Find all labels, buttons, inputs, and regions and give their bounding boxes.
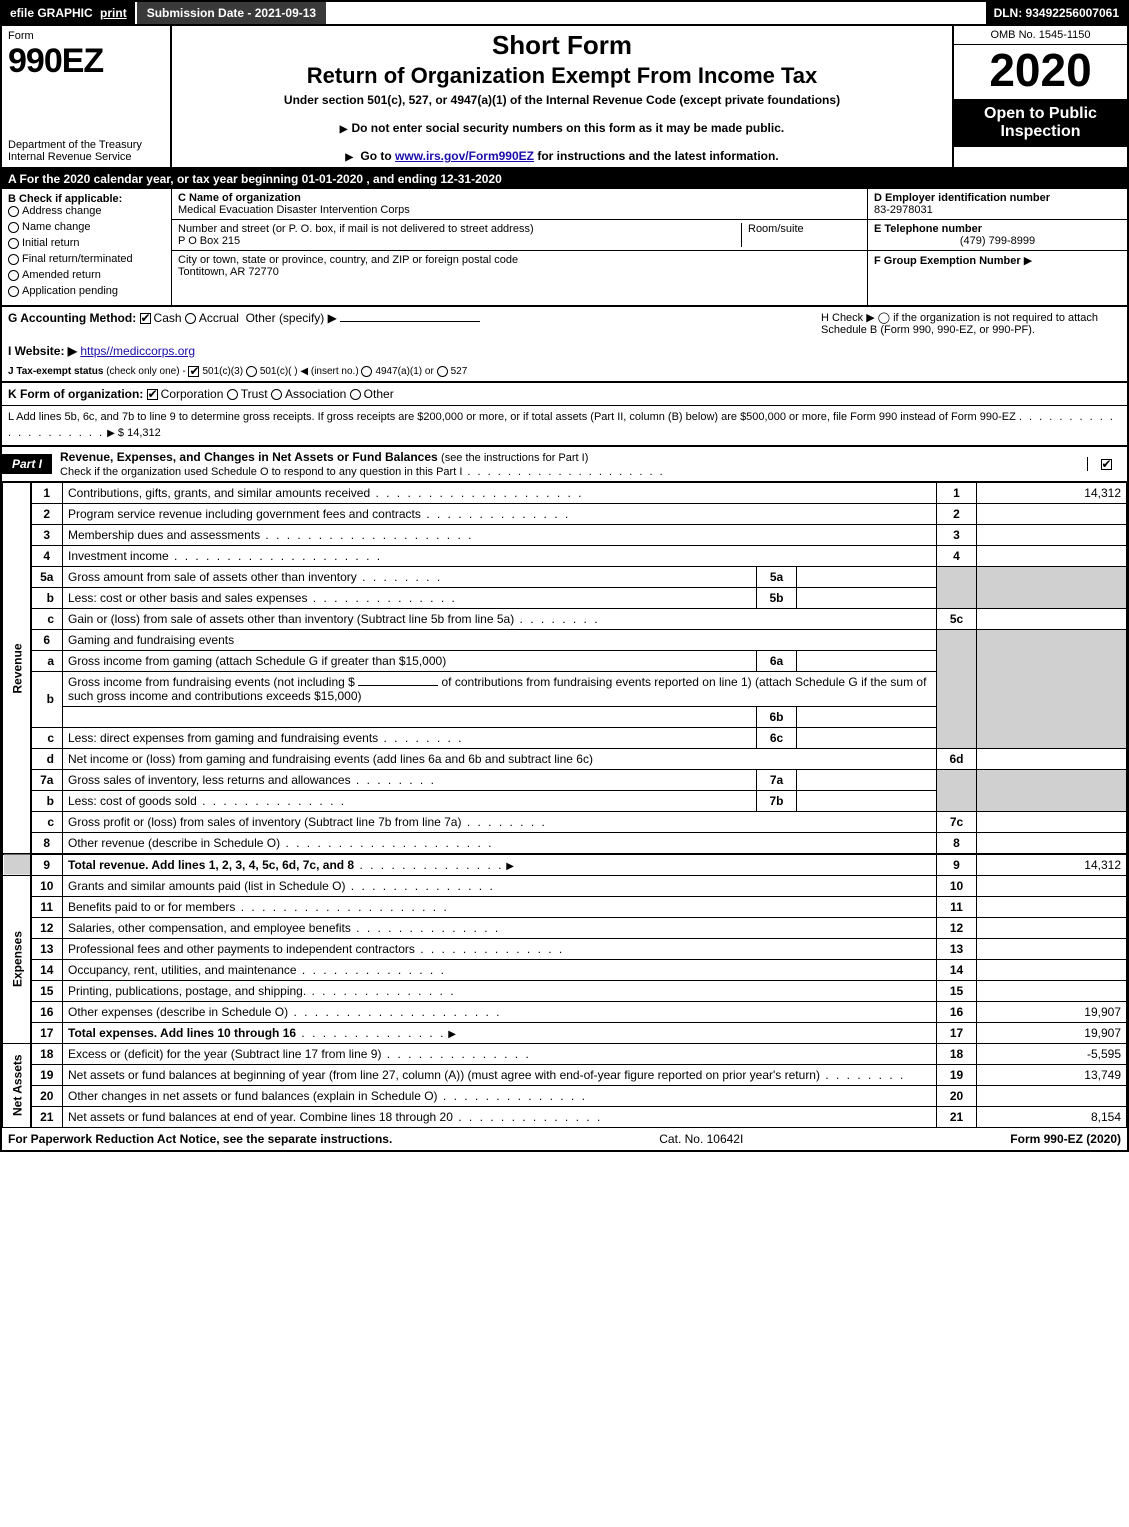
- I-label: I Website: ▶: [8, 344, 77, 358]
- line-19-amt: 13,749: [977, 1064, 1127, 1085]
- form-page: efile GRAPHIC print Submission Date - 20…: [0, 0, 1129, 1152]
- form-id-footer: Form 990-EZ (2020): [1010, 1132, 1121, 1146]
- total-revenue: 14,312: [977, 854, 1127, 876]
- chk-assoc[interactable]: [271, 389, 282, 400]
- identification-block: D Employer identification number 83-2978…: [867, 189, 1127, 305]
- header-left: Form 990EZ Department of the Treasury In…: [2, 26, 172, 167]
- omb-number: OMB No. 1545-1150: [954, 26, 1127, 45]
- open-to-public: Open to Public Inspection: [954, 99, 1127, 147]
- contrib-blank[interactable]: [358, 685, 438, 686]
- L-line: L Add lines 5b, 6c, and 7b to line 9 to …: [2, 406, 1127, 447]
- H-block: H Check ▶ ◯ if the organization is not r…: [821, 311, 1121, 336]
- chk-address-change[interactable]: Address change: [8, 205, 165, 217]
- ghij-block: G Accounting Method: Cash Accrual Other …: [2, 307, 1127, 383]
- submission-date: Submission Date - 2021-09-13: [135, 2, 326, 24]
- chk-4947[interactable]: [361, 366, 372, 377]
- E-label: E Telephone number: [874, 223, 982, 235]
- city-label: City or town, state or province, country…: [178, 254, 518, 266]
- gross-receipts: $ 14,312: [118, 427, 161, 439]
- chk-corp[interactable]: [147, 389, 158, 400]
- G-label: G Accounting Method:: [8, 311, 136, 325]
- header-center: Short Form Return of Organization Exempt…: [172, 26, 952, 167]
- revenue-label: Revenue: [3, 482, 31, 854]
- form-word: Form: [8, 30, 164, 42]
- paperwork-notice: For Paperwork Reduction Act Notice, see …: [8, 1132, 392, 1146]
- line-18-amt: -5,595: [977, 1043, 1127, 1064]
- chk-501c[interactable]: [246, 366, 257, 377]
- part1-checkbox[interactable]: [1087, 457, 1127, 471]
- K-line: K Form of organization: Corporation Trus…: [2, 383, 1127, 406]
- chk-amended[interactable]: Amended return: [8, 269, 165, 281]
- print-link[interactable]: print: [100, 6, 127, 20]
- header-right: OMB No. 1545-1150 2020 Open to Public In…: [952, 26, 1127, 167]
- top-bar: efile GRAPHIC print Submission Date - 20…: [2, 2, 1127, 26]
- F-arrow: ▶: [1024, 255, 1032, 267]
- part1-tag: Part I: [2, 454, 52, 474]
- short-form-title: Short Form: [182, 30, 942, 61]
- department: Department of the Treasury Internal Reve…: [8, 139, 164, 163]
- city-state-zip: Tontitown, AR 72770: [178, 266, 279, 278]
- lines-table: Revenue 1 Contributions, gifts, grants, …: [2, 482, 1127, 1128]
- chk-accrual[interactable]: [185, 313, 196, 324]
- C-label: C Name of organization: [178, 192, 301, 204]
- line-1-desc: Contributions, gifts, grants, and simila…: [63, 482, 937, 503]
- irs-link[interactable]: www.irs.gov/Form990EZ: [395, 149, 534, 163]
- name-address-block: C Name of organization Medical Evacuatio…: [172, 189, 867, 305]
- tax-year: 2020: [954, 45, 1127, 99]
- J-label: J Tax-exempt status: [8, 366, 103, 377]
- dln: DLN: 93492256007061: [986, 2, 1127, 24]
- room-suite: Room/suite: [741, 223, 861, 247]
- B-label: B Check if applicable:: [8, 193, 165, 205]
- addr-label: Number and street (or P. O. box, if mail…: [178, 223, 534, 235]
- checkboxes-B: B Check if applicable: Address change Na…: [2, 189, 172, 305]
- ein: 83-2978031: [874, 204, 1121, 216]
- entity-block: B Check if applicable: Address change Na…: [2, 189, 1127, 307]
- expenses-label: Expenses: [3, 875, 31, 1043]
- form-title: Return of Organization Exempt From Incom…: [182, 63, 942, 89]
- efile-text: efile GRAPHIC: [10, 6, 93, 20]
- chk-other-org[interactable]: [350, 389, 361, 400]
- chk-name-change[interactable]: Name change: [8, 221, 165, 233]
- F-label: F Group Exemption Number: [874, 255, 1021, 267]
- part1-title: Revenue, Expenses, and Changes in Net As…: [52, 447, 1087, 481]
- instructions-link-line: Go to www.irs.gov/Form990EZ for instruct…: [182, 149, 942, 163]
- line-16-amt: 19,907: [977, 1001, 1127, 1022]
- form-header: Form 990EZ Department of the Treasury In…: [2, 26, 1127, 169]
- street-address: P O Box 215: [178, 235, 240, 247]
- chk-initial-return[interactable]: Initial return: [8, 237, 165, 249]
- chk-final-return[interactable]: Final return/terminated: [8, 253, 165, 265]
- part1-header: Part I Revenue, Expenses, and Changes in…: [2, 447, 1127, 482]
- chk-app-pending[interactable]: Application pending: [8, 285, 165, 297]
- total-expenses: 19,907: [977, 1022, 1127, 1043]
- netassets-label: Net Assets: [3, 1043, 31, 1127]
- page-footer: For Paperwork Reduction Act Notice, see …: [2, 1128, 1127, 1150]
- ssn-warning: Do not enter social security numbers on …: [182, 121, 942, 135]
- tax-year-line: A For the 2020 calendar year, or tax yea…: [2, 169, 1127, 189]
- chk-cash[interactable]: [140, 313, 151, 324]
- catalog-number: Cat. No. 10642I: [392, 1132, 1010, 1146]
- form-number: 990EZ: [8, 42, 164, 81]
- phone: (479) 799-8999: [874, 235, 1121, 247]
- chk-501c3[interactable]: [188, 366, 199, 377]
- website-link[interactable]: https//mediccorps.org: [80, 344, 195, 358]
- other-specify[interactable]: [340, 321, 480, 322]
- efile-badge: efile GRAPHIC print: [2, 2, 135, 24]
- org-name: Medical Evacuation Disaster Intervention…: [178, 204, 410, 216]
- chk-trust[interactable]: [227, 389, 238, 400]
- line-1-amt: 14,312: [977, 482, 1127, 503]
- chk-527[interactable]: [437, 366, 448, 377]
- D-label: D Employer identification number: [874, 192, 1050, 204]
- line-21-amt: 8,154: [977, 1106, 1127, 1127]
- under-section: Under section 501(c), 527, or 4947(a)(1)…: [182, 93, 942, 107]
